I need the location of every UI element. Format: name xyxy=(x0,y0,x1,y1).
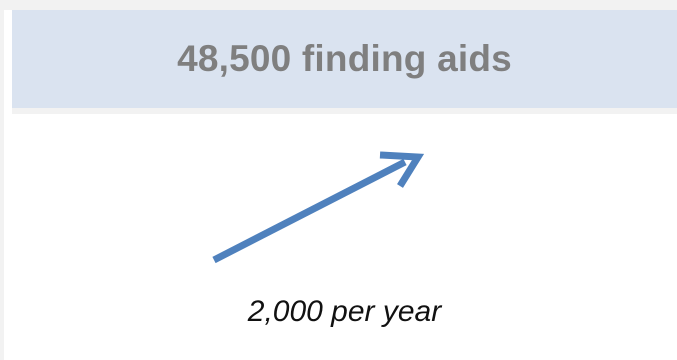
stat-title: 48,500 finding aids xyxy=(177,38,512,79)
rate-label: 2,000 per year xyxy=(247,295,442,328)
top-border xyxy=(0,0,677,10)
left-border xyxy=(0,10,4,360)
header-divider xyxy=(12,108,677,114)
stat-header: 48,500 finding aids xyxy=(12,10,677,108)
